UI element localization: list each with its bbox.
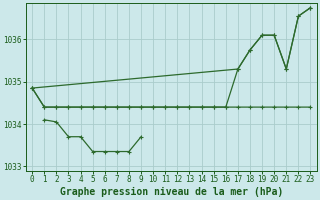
X-axis label: Graphe pression niveau de la mer (hPa): Graphe pression niveau de la mer (hPa) (60, 186, 283, 197)
